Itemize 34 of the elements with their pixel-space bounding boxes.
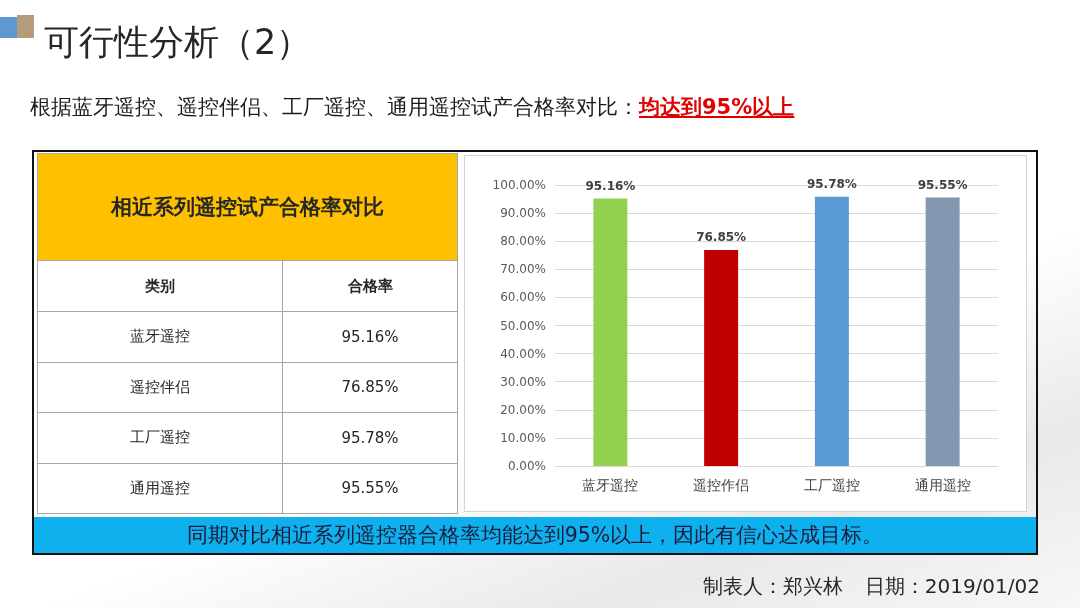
y-tick-label: 30.00% (500, 374, 546, 389)
x-tick-label: 遥控作侣 (693, 477, 750, 493)
y-tick-label: 90.00% (500, 206, 546, 221)
x-tick-label: 工厂遥控 (803, 477, 860, 493)
text: 95.55% (282, 463, 458, 514)
y-tick-label: 0.00% (507, 459, 546, 473)
text: 均达到95%以上 (639, 95, 795, 119)
y-tick-label: 80.00% (500, 234, 546, 249)
y-tick-label: 10.00% (500, 430, 546, 445)
text: 95.16% (282, 311, 458, 362)
text: 制表人：郑兴林 (702, 574, 843, 598)
text: 合格率 (282, 260, 458, 312)
x-tick-label: 通用遥控 (914, 477, 971, 493)
text: 相近系列遥控试产合格率对比 (37, 153, 458, 261)
data-label: 95.55% (917, 177, 968, 192)
data-label: 76.85% (696, 230, 747, 245)
data-label: 95.16% (585, 178, 636, 193)
data-label: 95.78% (806, 176, 857, 191)
text: 类别 (37, 260, 283, 312)
y-tick-label: 40.00% (500, 346, 546, 361)
text: 日期：2019/01/02 (864, 574, 1040, 598)
text: 遥控伴侣 (37, 362, 283, 413)
y-tick-label: 100.00% (492, 178, 546, 192)
text: 根据蓝牙遥控、遥控伴侣、工厂遥控、通用遥控试产合格率对比： (30, 95, 639, 119)
text: 76.85% (282, 362, 458, 413)
y-tick-label: 20.00% (500, 402, 546, 417)
text: 蓝牙遥控 (37, 311, 283, 362)
text: 可行性分析（2） (44, 21, 312, 64)
x-tick-label: 蓝牙遥控 (582, 477, 639, 493)
note-banner: 同期对比相近系列遥控器合格率均能达到95%以上，因此有信心达成目标。 (34, 517, 1036, 553)
y-tick-label: 60.00% (500, 290, 546, 305)
y-tick-label: 50.00% (500, 318, 546, 333)
y-tick-label: 70.00% (500, 262, 546, 277)
text: 95.78% (282, 412, 458, 463)
